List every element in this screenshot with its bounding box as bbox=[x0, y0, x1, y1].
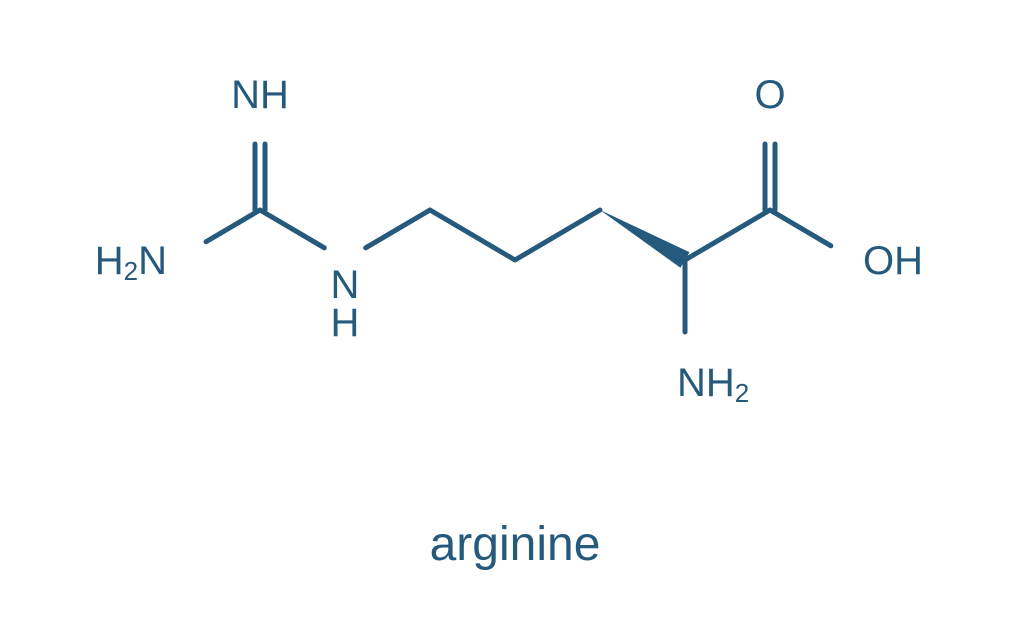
bond-wedge bbox=[600, 210, 690, 268]
atom-label: NH bbox=[231, 73, 289, 117]
arginine-structure: H2NNHNHNH2OOHarginine bbox=[0, 0, 1030, 624]
atom-label-below: H bbox=[331, 301, 360, 345]
atom-label: O bbox=[754, 73, 785, 117]
atom-label: OH bbox=[863, 239, 923, 283]
molecule-caption: arginine bbox=[430, 518, 601, 571]
atom-label: H2N bbox=[95, 239, 167, 286]
bond-single bbox=[685, 210, 770, 260]
atom-label: NH2 bbox=[677, 361, 749, 408]
bond-single bbox=[430, 210, 515, 260]
bond-single bbox=[260, 210, 324, 248]
bond-single bbox=[206, 210, 260, 242]
bond-single bbox=[366, 210, 430, 248]
bond-single bbox=[770, 210, 831, 246]
bond-single bbox=[515, 210, 600, 260]
